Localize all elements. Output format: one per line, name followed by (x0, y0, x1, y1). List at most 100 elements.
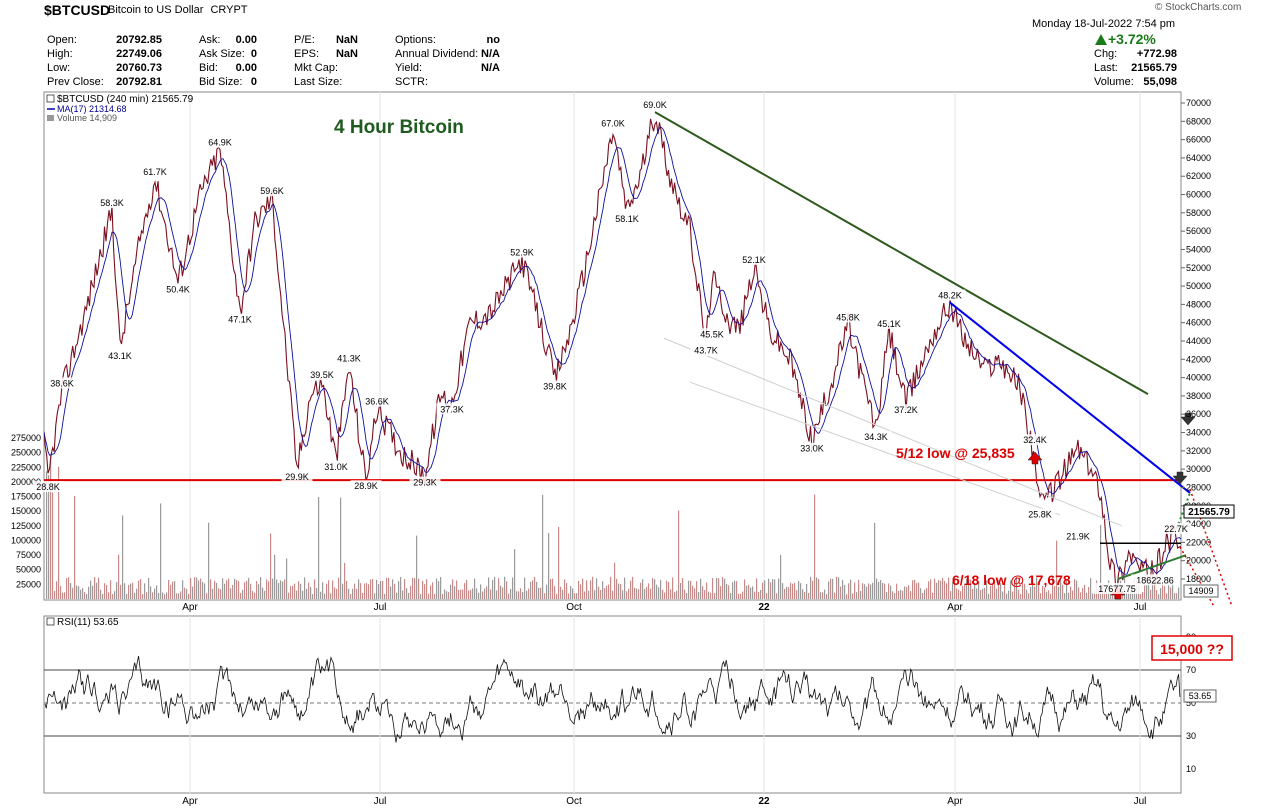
volume-bar (1148, 582, 1150, 599)
quote-value: 0.00 (235, 34, 257, 46)
volume-bar (144, 583, 146, 599)
volume-bar (686, 592, 688, 599)
volume-bar (1022, 582, 1024, 599)
volume-bar (952, 581, 954, 599)
volume-bar (476, 588, 478, 599)
volume-bar (166, 592, 168, 599)
x-tick-label: Oct (566, 796, 582, 807)
volume-bar (200, 578, 202, 599)
volume-bar (622, 590, 624, 599)
price-tick-label: 56000 (1186, 226, 1211, 236)
volume-bar (58, 466, 60, 599)
volume-bar (680, 583, 682, 599)
price-tick-label: 24000 (1186, 519, 1211, 529)
volume-bar (1112, 593, 1114, 599)
pivot-label-bg (204, 136, 236, 148)
volume-bar (794, 582, 796, 599)
volume-bar (230, 588, 232, 599)
pivot-label-bg (96, 197, 128, 209)
volume-bar (682, 578, 684, 599)
volume-bar (550, 579, 552, 599)
volume-bar (206, 593, 208, 599)
volume-bar (1066, 580, 1068, 599)
pivot-label: 29.3K (413, 478, 437, 488)
volume-bar (714, 593, 716, 599)
volume-bar (676, 590, 678, 599)
x-tick-label: Jul (374, 602, 387, 613)
volume-bar (684, 589, 686, 599)
volume-bar (1078, 587, 1080, 599)
symbol: $BTCUSD (44, 2, 111, 18)
pivot-label-bg (256, 185, 288, 197)
volume-tick-label: 125000 (11, 521, 41, 531)
volume-bar (150, 586, 152, 599)
volume-bar (1094, 590, 1096, 599)
volume-bar (440, 577, 442, 599)
volume-bar (802, 589, 804, 599)
pivot-label-bg (1131, 574, 1179, 586)
volume-bar (966, 578, 968, 599)
volume-bar (198, 580, 200, 599)
volume-bar (480, 584, 482, 599)
x-tick-label: Apr (182, 796, 198, 807)
volume-bar (542, 494, 544, 599)
last-rsi-tag (1183, 689, 1217, 703)
pivot-label-bg (436, 403, 468, 415)
volume-bar (380, 580, 382, 599)
pivot-label: 18622.86 (1136, 575, 1174, 585)
volume-bar (1028, 593, 1030, 599)
pivot-label: 37.2K (894, 405, 918, 415)
volume-bar (584, 591, 586, 599)
volume-bar (140, 579, 142, 599)
price-tick-label: 30000 (1186, 464, 1211, 474)
volume-bar (1052, 577, 1054, 599)
volume-bar (590, 580, 592, 599)
volume-bar (774, 579, 776, 599)
volume-bar (726, 583, 728, 599)
quote-label: Bid: (199, 62, 218, 74)
volume-bar (568, 593, 570, 599)
volume-bar (160, 503, 162, 599)
volume-bar (108, 592, 110, 599)
volume-bar (494, 576, 496, 599)
volume-bar (258, 584, 260, 599)
last-rsi-label: 53.65 (1189, 691, 1212, 701)
volume-bar (248, 577, 250, 599)
volume-bar (1154, 583, 1156, 599)
volume-bar (826, 594, 828, 599)
volume-bar (836, 576, 838, 599)
price-series (44, 118, 1181, 592)
volume-bar (70, 583, 72, 599)
pivot-label-bg (333, 352, 365, 364)
volume-bar (1160, 588, 1162, 599)
pivot-label-bg (224, 313, 256, 325)
volume-bar (796, 590, 798, 599)
volume-bar (436, 578, 438, 599)
volume-bar (734, 580, 736, 599)
pivot-label: 29.9K (285, 472, 309, 482)
rsi-legend-icon (46, 617, 55, 626)
volume-bar (930, 579, 932, 599)
x-tick-label: Apr (947, 796, 963, 807)
volume-bar (954, 577, 956, 599)
volume-bar (250, 583, 252, 599)
volume-bar (720, 586, 722, 599)
volume-bar (486, 586, 488, 599)
volume-bar (840, 586, 842, 599)
volume-bar (484, 588, 486, 599)
volume-bar (1048, 590, 1050, 599)
quote-value: no (486, 34, 500, 46)
volume-bar (196, 577, 198, 599)
volume-bar (746, 585, 748, 599)
volume-bar (556, 594, 558, 599)
volume-bar (442, 593, 444, 599)
quote-label: Annual Dividend: (395, 48, 479, 60)
volume-bar (386, 577, 388, 599)
volume-bar (178, 593, 180, 599)
volume-bar (260, 577, 262, 599)
pivot-label-bg (873, 317, 905, 329)
volume-bar (374, 593, 376, 599)
volume-bar (520, 588, 522, 599)
volume-bar (620, 583, 622, 599)
volume-bar (1000, 583, 1002, 599)
